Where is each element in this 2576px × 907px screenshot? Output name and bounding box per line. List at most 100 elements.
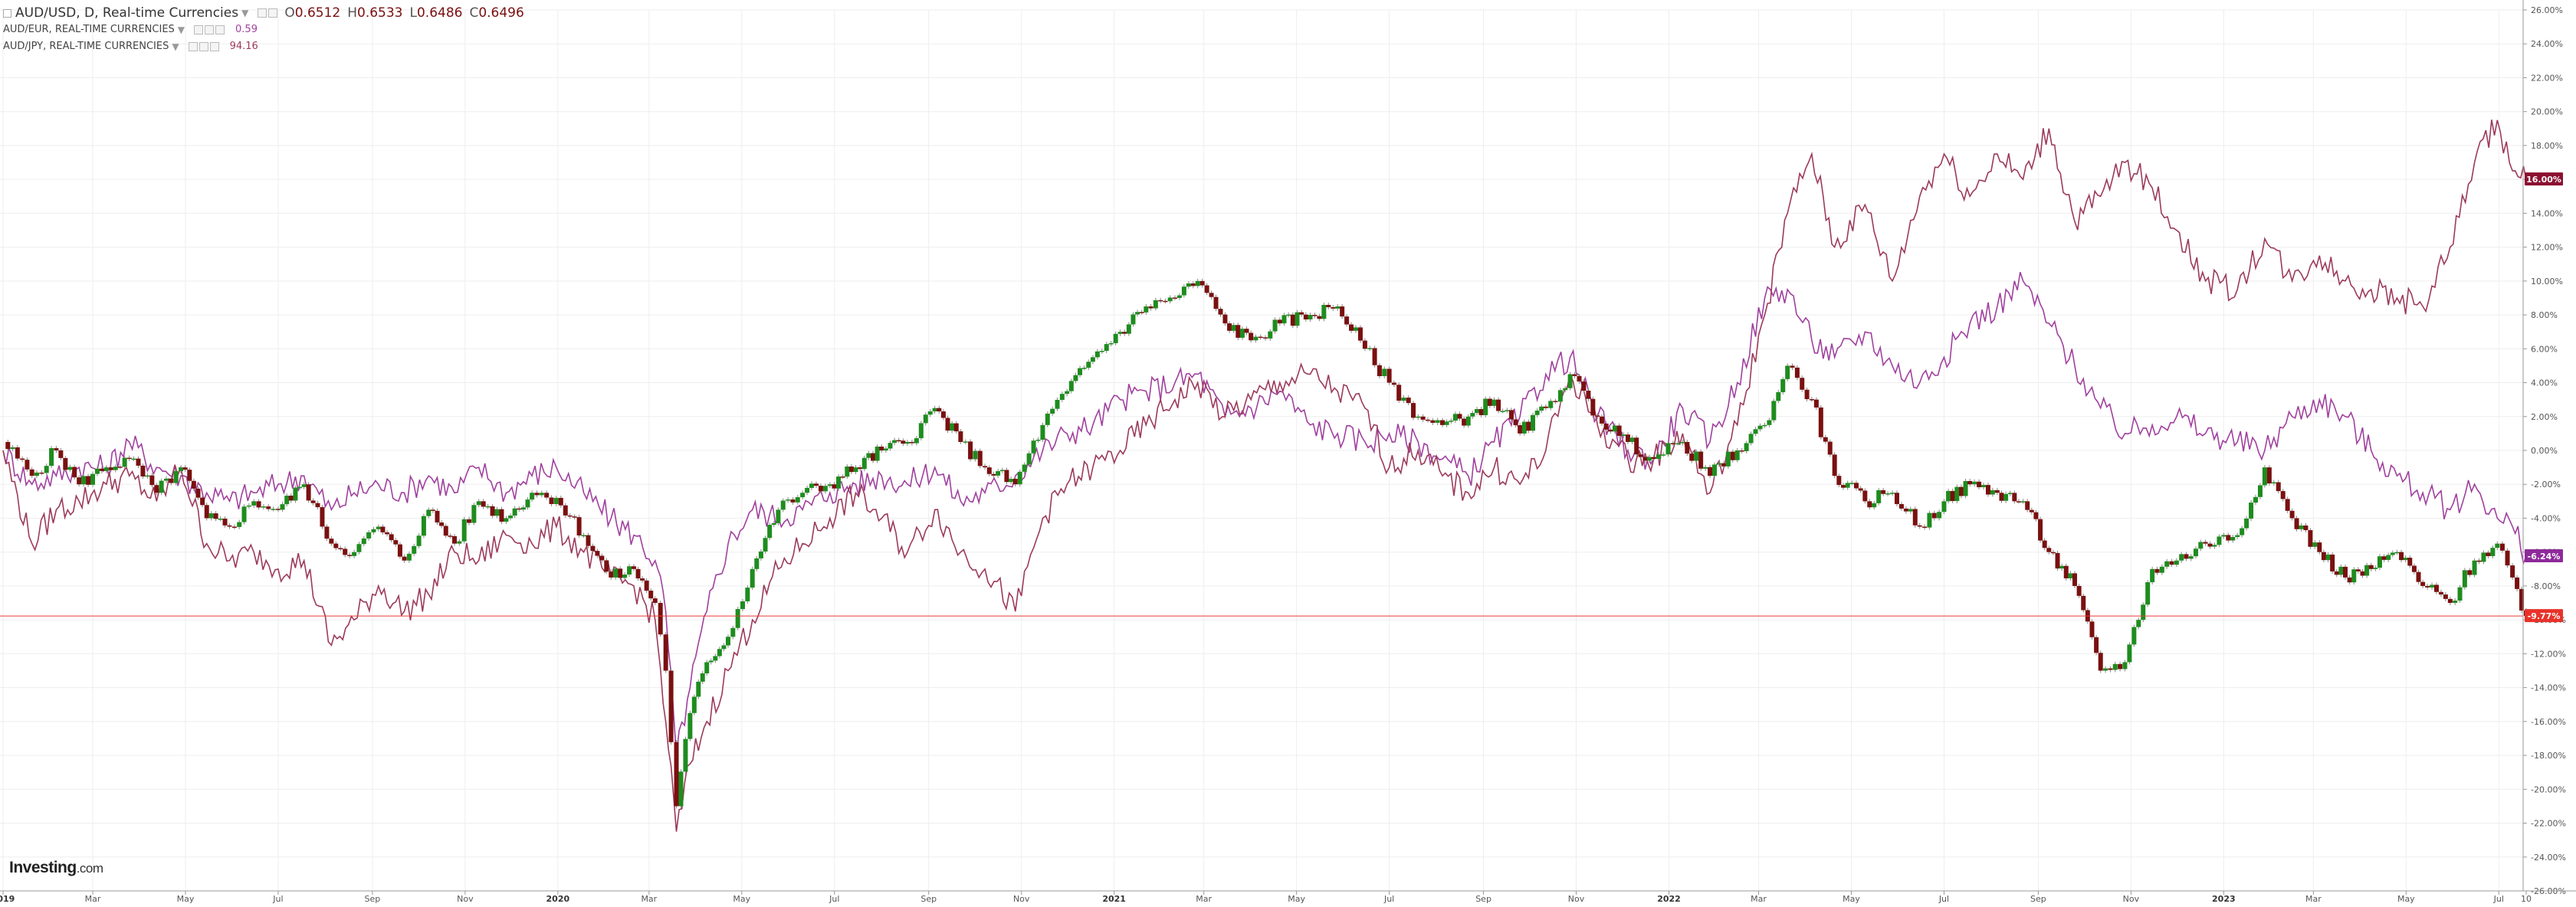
candle-body xyxy=(1703,467,1708,469)
chevron-down-icon[interactable]: ▼ xyxy=(241,8,249,18)
candle-body xyxy=(1491,399,1497,406)
candle-body xyxy=(1912,509,1918,526)
candle-body xyxy=(1967,480,1973,485)
candle-body xyxy=(251,501,257,506)
candle-body xyxy=(77,477,82,485)
candle-body xyxy=(1854,483,1859,489)
candle-body xyxy=(2112,663,2118,670)
candle-body xyxy=(2490,548,2496,556)
candle-body xyxy=(786,499,791,501)
candle-body xyxy=(2364,565,2370,576)
candle-body xyxy=(1249,332,1254,341)
settings-icon[interactable] xyxy=(205,25,215,34)
x-tick-label: Sep xyxy=(920,894,937,904)
candle-body xyxy=(1483,398,1488,415)
close-label: C xyxy=(469,5,479,21)
candle-body xyxy=(90,473,96,485)
candle-body xyxy=(2098,653,2103,671)
candle-body xyxy=(182,467,188,470)
last-value-badge-label: 16.00% xyxy=(2526,175,2561,185)
candle-body xyxy=(402,556,407,561)
collapse-toggle-icon[interactable] xyxy=(3,8,11,18)
candle-body xyxy=(1599,416,1604,424)
candle-body xyxy=(618,568,623,578)
candle-body xyxy=(2416,571,2421,582)
chevron-down-icon[interactable]: ▼ xyxy=(177,25,185,35)
close-icon[interactable] xyxy=(215,25,225,34)
candle-body xyxy=(609,571,614,578)
chevron-down-icon[interactable]: ▼ xyxy=(172,41,179,52)
candle-body xyxy=(832,484,837,489)
candle-body xyxy=(599,555,605,561)
y-tick-label: 2.00% xyxy=(2531,412,2558,422)
candle-body xyxy=(376,526,381,529)
candle-body xyxy=(973,450,978,460)
y-tick-label: -8.00% xyxy=(2531,581,2561,591)
candle-body xyxy=(713,656,718,661)
candle-body xyxy=(397,544,402,557)
close-icon[interactable] xyxy=(209,42,219,51)
candle-body xyxy=(333,543,339,548)
candle-body xyxy=(800,493,806,498)
candle-body xyxy=(1629,437,1635,442)
candle-body xyxy=(2217,536,2222,545)
candle-body xyxy=(179,467,184,471)
candle-body xyxy=(1990,490,1995,495)
candle-body xyxy=(237,522,242,527)
candle-body xyxy=(1590,398,1596,416)
candle-body xyxy=(1595,415,1600,417)
candle-body xyxy=(1181,287,1186,296)
candle-body xyxy=(836,476,842,489)
candle-body xyxy=(329,539,334,544)
candle-body xyxy=(1281,315,1287,324)
candle-body xyxy=(1065,391,1070,395)
candle-body xyxy=(2271,482,2276,484)
settings-icon[interactable] xyxy=(199,42,208,51)
y-tick-label: -12.00% xyxy=(2531,649,2566,659)
candle-body xyxy=(1621,434,1626,437)
candle-body xyxy=(1771,401,1777,421)
visibility-icon[interactable] xyxy=(194,25,204,34)
candle-body xyxy=(663,634,668,671)
candle-body xyxy=(658,603,663,635)
candle-body xyxy=(2076,585,2082,596)
candle-body xyxy=(1872,503,1877,508)
candle-body xyxy=(2317,542,2322,552)
candle-body xyxy=(439,522,445,526)
candle-body xyxy=(2193,548,2198,557)
candle-body xyxy=(1135,312,1140,315)
candle-body xyxy=(1335,306,1341,309)
candle-body xyxy=(1416,416,1421,418)
candle-body xyxy=(2420,581,2426,586)
overlay-label[interactable]: AUD/EUR, REAL-TIME CURRENCIES xyxy=(3,24,175,35)
visibility-icon[interactable] xyxy=(188,42,198,51)
candle-body xyxy=(730,627,736,637)
candle-body xyxy=(1386,368,1392,383)
candle-body xyxy=(2276,482,2281,492)
candle-body xyxy=(1462,418,1467,426)
candle-body xyxy=(2059,565,2065,569)
candle-body xyxy=(476,501,481,506)
candle-body xyxy=(512,508,517,516)
candle-body xyxy=(2457,587,2463,601)
y-tick-label: 0.00% xyxy=(2531,446,2558,456)
candle-body xyxy=(1344,316,1350,325)
candle-body xyxy=(1213,296,1219,309)
candle-body xyxy=(771,522,776,526)
candle-body xyxy=(1689,454,1695,461)
candle-body xyxy=(1890,493,1895,494)
legend-main: AUD/USD, D, Real-time Currencies ▼ O 0.65… xyxy=(3,5,524,21)
candle-body xyxy=(2033,512,2039,519)
close-icon[interactable] xyxy=(268,8,278,18)
symbol-title[interactable]: AUD/USD, D, Real-time Currencies xyxy=(15,5,239,21)
candle-body xyxy=(467,519,472,523)
overlay-label[interactable]: AUD/JPY, REAL-TIME CURRENCIES xyxy=(3,41,169,52)
candle-body xyxy=(539,493,544,496)
candle-body xyxy=(1518,425,1523,434)
overlay-value: 94.16 xyxy=(229,41,258,52)
candle-body xyxy=(25,460,30,470)
candle-body xyxy=(1139,312,1144,313)
candle-body xyxy=(1377,365,1382,377)
settings-icon[interactable] xyxy=(258,8,267,18)
